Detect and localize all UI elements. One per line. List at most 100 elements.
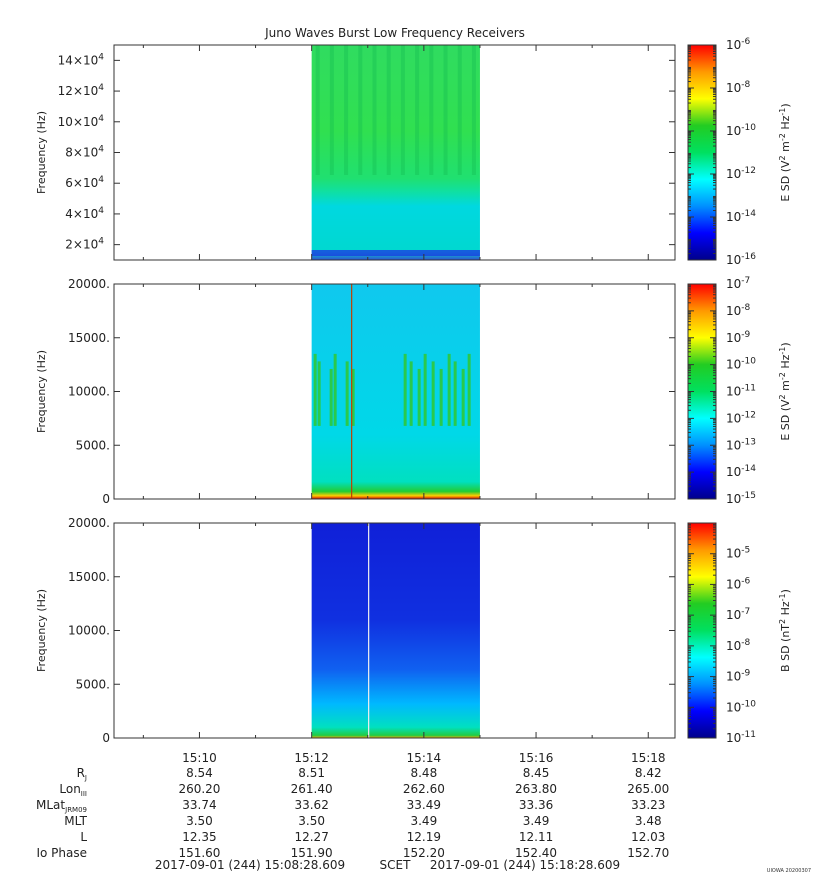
- burst-stripe: [443, 45, 448, 175]
- footer-end-time: 2017-09-01 (244) 15:18:28.609: [430, 858, 620, 872]
- footer-scet: SCET: [380, 858, 412, 872]
- emission-burst: [461, 368, 465, 426]
- colorbar-tick-label: 10-15: [726, 491, 756, 506]
- spectrogram-middle: [311, 284, 480, 499]
- colorbar-label: B SD (nT2 Hz-1): [778, 589, 792, 672]
- emission-burst: [317, 361, 321, 426]
- colorbar-label: E SD (V2 m-2 Hz-1): [778, 342, 792, 440]
- time-tick-label: 15:12: [294, 751, 329, 765]
- y-tick-label: 0: [102, 731, 110, 745]
- ephemeris-value: 12.35: [182, 830, 216, 844]
- ephemeris-label: MLatJRM09: [36, 798, 87, 814]
- panel-middle: 0 5000. 10000. 15000. 20000. Frequency (Hz) 10…: [35, 276, 792, 506]
- panel-bottom: 0 5000. 10000. 15000. 20000. Frequency (Hz) 10…: [35, 516, 792, 745]
- spectrogram-top: [311, 45, 480, 260]
- ephemeris-value: 33.23: [631, 798, 665, 812]
- spectrogram-bottom: [311, 523, 480, 738]
- colorbar-tick-label: 10-9: [726, 330, 751, 345]
- ephemeris-label: RJ: [77, 766, 87, 782]
- colorbar-tick-label: 10-13: [726, 437, 756, 452]
- low-band: [311, 250, 480, 256]
- colorbar: [688, 523, 716, 738]
- emission-burst: [453, 361, 457, 426]
- ephemeris-value: 262.60: [403, 782, 445, 796]
- emission-burst: [431, 361, 435, 426]
- version-stamp: UIOWA 20200307: [766, 868, 811, 874]
- burst-stripe: [415, 45, 420, 175]
- emission-burst: [417, 368, 421, 426]
- ephemeris-value: 12.19: [407, 830, 441, 844]
- burst-stripe: [329, 45, 334, 175]
- ephemeris-value: 33.62: [294, 798, 328, 812]
- burst-stripe: [372, 45, 377, 175]
- ephemeris-value: 263.80: [515, 782, 557, 796]
- colorbar-tick-label: 10-6: [726, 37, 751, 52]
- ephemeris-value: 3.49: [410, 814, 437, 828]
- ephemeris-label: L: [80, 830, 87, 844]
- ephemeris-value: 8.42: [635, 766, 662, 780]
- ephemeris-value: 8.48: [410, 766, 437, 780]
- ephemeris-value: 12.11: [519, 830, 553, 844]
- burst-stripe: [429, 45, 434, 175]
- colorbar-tick-label: 10-10: [726, 357, 756, 372]
- burst-stripe: [386, 45, 391, 175]
- emission-burst: [351, 368, 355, 426]
- y-tick-label: 5000.: [76, 438, 110, 452]
- colorbar-tick-label: 10-12: [726, 166, 756, 181]
- colorbar-tick-label: 10-14: [726, 464, 756, 479]
- colorbar-tick-label: 10-10: [726, 699, 756, 714]
- burst-stripe: [344, 45, 349, 175]
- ephemeris-value: 12.03: [631, 830, 665, 844]
- colorbar-tick-label: 10-14: [726, 209, 756, 224]
- footer-start-time: 2017-09-01 (244) 15:08:28.609: [155, 858, 345, 872]
- ephemeris-value: 3.48: [635, 814, 662, 828]
- colorbar-frame: [687, 522, 717, 739]
- ephemeris-value: 8.45: [523, 766, 550, 780]
- colorbar-tick-label: 10-12: [726, 410, 756, 425]
- ephemeris-value: 151.90: [291, 846, 333, 860]
- emission-burst: [403, 353, 407, 426]
- colorbar-tick-label: 10-11: [726, 730, 756, 745]
- emission-burst: [439, 368, 443, 426]
- colorbar-tick-label: 10-11: [726, 384, 756, 399]
- ephemeris-value: 3.50: [186, 814, 213, 828]
- panels: 2×104 4×104 6×104 8×104 10×104 12×104 14×104 Fr…: [35, 37, 792, 745]
- y-tick-label: 15000.: [68, 331, 110, 345]
- emission-burst: [467, 353, 471, 426]
- colorbar: [688, 45, 716, 260]
- ephemeris-label: LonIII: [59, 782, 87, 798]
- y-axis-label: Frequency (Hz): [35, 589, 48, 672]
- colorbar-tick-label: 10-5: [726, 546, 750, 561]
- ephemeris-value: 3.49: [523, 814, 550, 828]
- colorbar-tick-label: 10-7: [726, 607, 750, 622]
- ephemeris-label: Io Phase: [36, 846, 87, 860]
- time-tick-label: 15:16: [519, 751, 554, 765]
- y-axis-label: Frequency (Hz): [35, 111, 48, 194]
- y-tick-label: 15000.: [68, 570, 110, 584]
- time-tick-label: 15:18: [631, 751, 666, 765]
- ephemeris-value: 8.51: [298, 766, 325, 780]
- colorbar-tick-label: 10-8: [726, 638, 751, 653]
- time-axis: 15:10 15:12 15:14 15:16 15:18 RJ 8.54 8.51 8.48 8…: [36, 751, 669, 872]
- ephemeris-value: 261.40: [291, 782, 333, 796]
- panel-top: 2×104 4×104 6×104 8×104 10×104 12×104 14×104 Fr…: [35, 37, 792, 267]
- ephemeris-value: 152.70: [627, 846, 669, 860]
- emission-burst: [333, 353, 337, 426]
- burst-stripe: [400, 45, 405, 175]
- ephemeris-label: MLT: [64, 814, 87, 828]
- ephemeris-value: 3.50: [298, 814, 325, 828]
- colorbar-tick-label: 10-8: [726, 303, 751, 318]
- y-tick-label: 20000.: [68, 516, 110, 530]
- emission-burst: [345, 361, 349, 426]
- emission-burst: [409, 361, 413, 426]
- emission-burst: [447, 353, 451, 426]
- colorbar-tick-label: 10-6: [726, 576, 751, 591]
- emission-burst: [329, 368, 333, 426]
- colorbar-tick-label: 10-8: [726, 80, 751, 95]
- ephemeris-value: 151.60: [178, 846, 220, 860]
- y-tick-label: 12×104: [58, 83, 105, 98]
- y-tick-label: 14×104: [58, 52, 105, 67]
- colorbar-tick-label: 10-9: [726, 669, 751, 684]
- y-axis-label: Frequency (Hz): [35, 350, 48, 433]
- time-tick-label: 15:14: [407, 751, 442, 765]
